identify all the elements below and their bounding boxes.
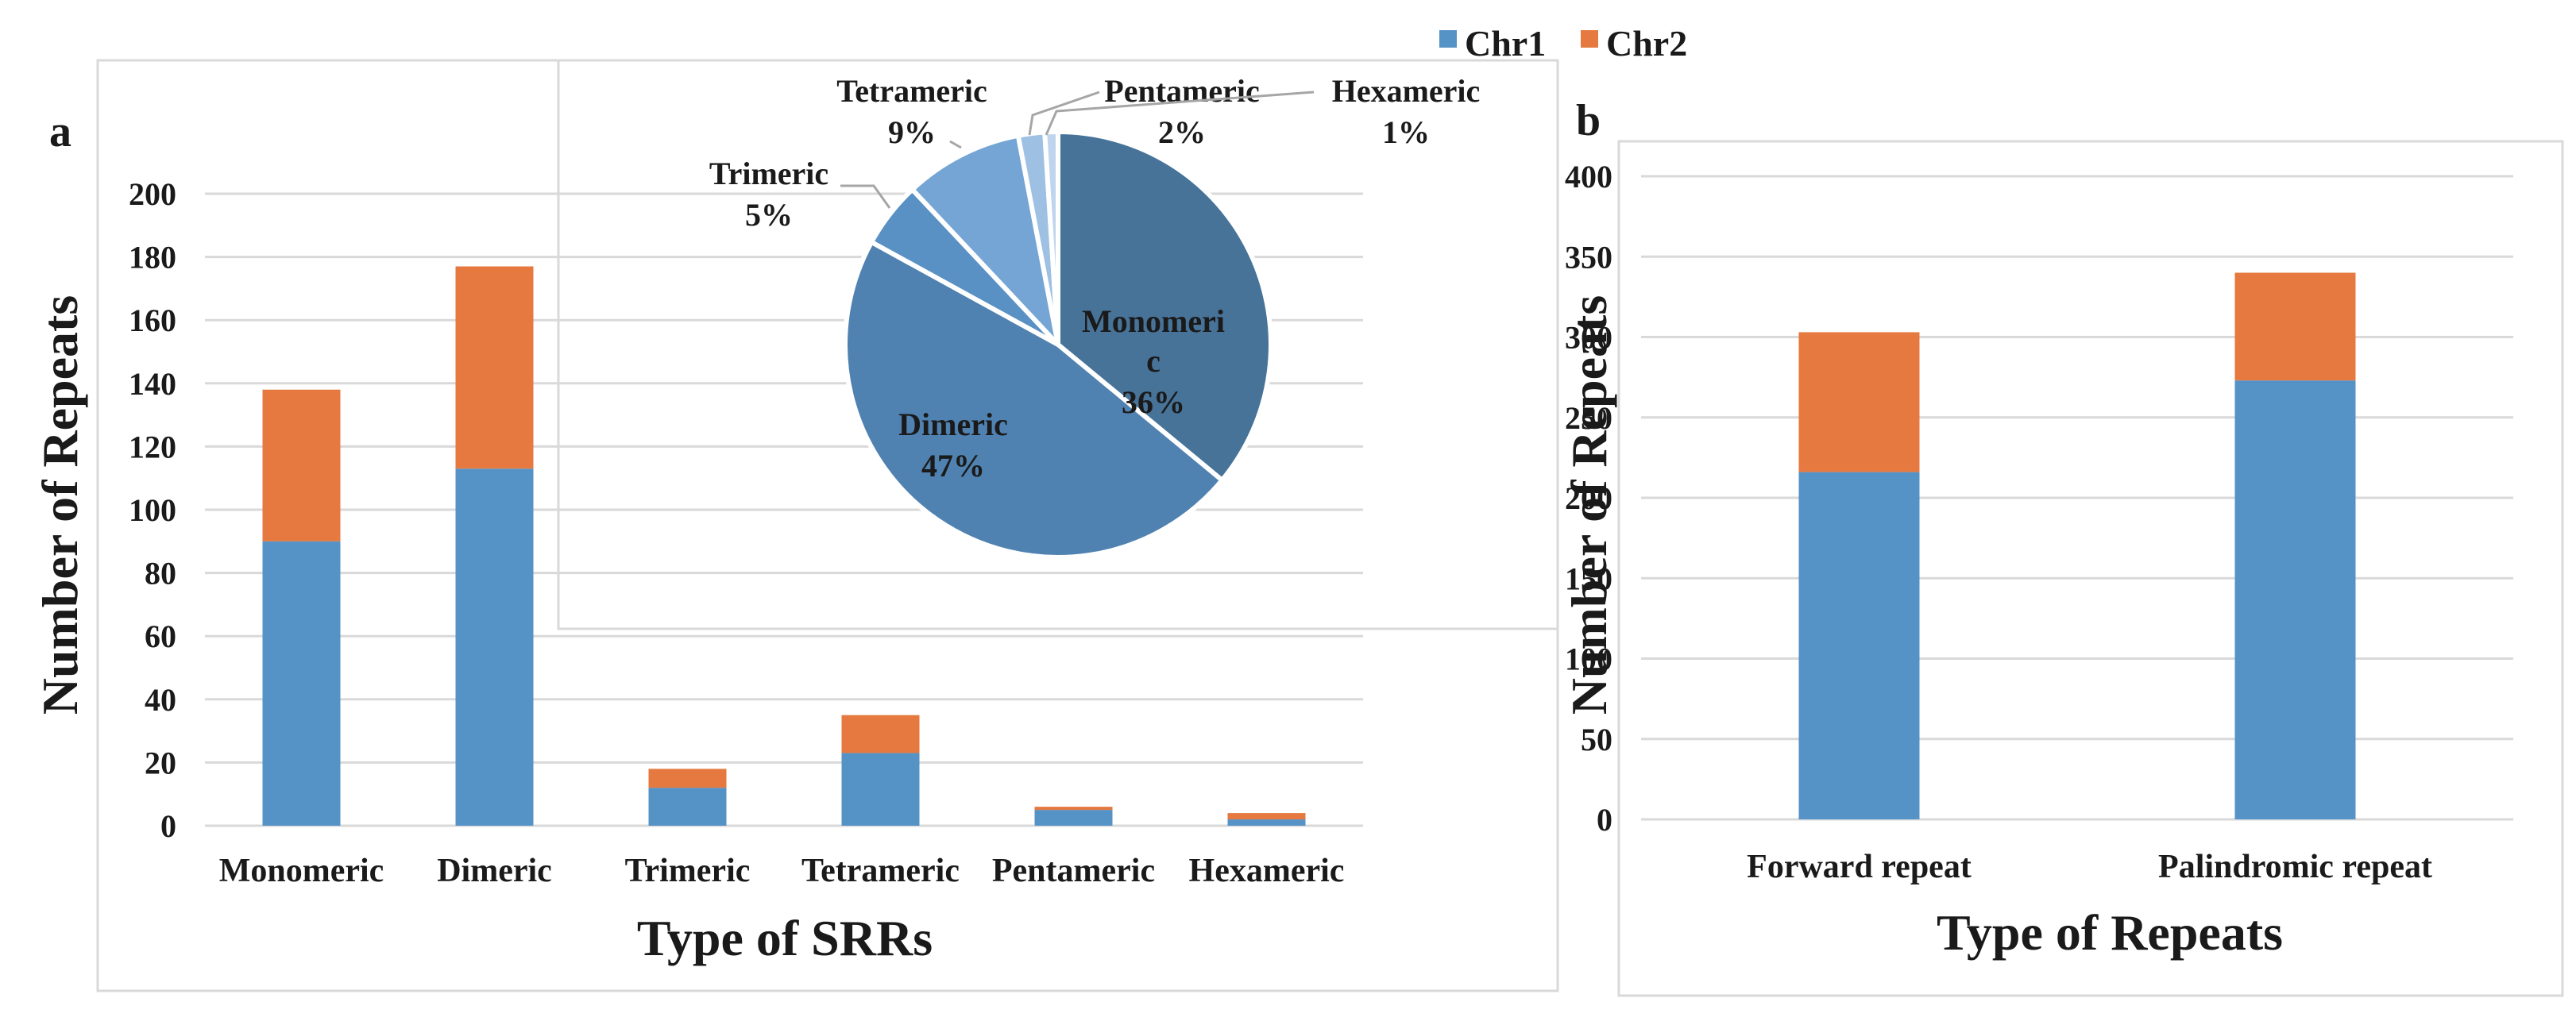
a-bar-tetrameric-chr1	[841, 753, 920, 826]
panel-a-x-axis-title: Type of SRRs	[637, 910, 933, 966]
a-y-tick-label: 180	[129, 240, 176, 276]
panel-a-letter: a	[49, 107, 71, 156]
pie-labels: Monomeri c 36% Dimeric 47% Trimeric 5% T…	[709, 73, 1480, 484]
b-y-tick-label: 100	[1565, 642, 1612, 677]
a-bar-monomeric-chr1	[262, 541, 341, 826]
a-y-tick-label: 120	[129, 429, 176, 464]
pie-slice-monomeric	[1056, 129, 1273, 483]
pie-label-pentameric: Pentameric	[1104, 73, 1259, 109]
legend-swatch-chr1	[1439, 30, 1457, 48]
pie-label-tetrameric: Tetrameric	[836, 73, 987, 109]
pie-slice-dimeric	[842, 239, 1225, 560]
panel-b-frame	[1617, 140, 2564, 997]
pie-leader-trimeric	[840, 184, 891, 209]
a-y-tick-label: 140	[129, 366, 176, 402]
panel-a-bars	[262, 266, 1306, 826]
panel-a-y-ticks: 0 20 40 60 80 100 120 140 160 180 200	[129, 176, 176, 844]
pie-label-tetrameric-percent: 9%	[888, 114, 936, 150]
pie-inset-frame	[557, 59, 1559, 630]
b-bar-palindromic-repeat-chr1	[2234, 380, 2356, 819]
pie-label-monomeric-line2: c	[1146, 343, 1161, 379]
pie-label-trimeric: Trimeric	[709, 156, 828, 191]
pie-label-pentameric-percent: 2%	[1158, 114, 1206, 150]
a-y-tick-label: 40	[145, 682, 176, 718]
b-y-tick-label: 0	[1597, 802, 1612, 838]
b-y-tick-label: 150	[1565, 561, 1612, 596]
panel-b-y-axis-title: Number of Repeats	[1561, 295, 1617, 715]
panel-b-bars	[1798, 272, 2356, 819]
a-bar-trimeric-chr2	[648, 769, 727, 788]
a-x-tick-label-dimeric: Dimeric	[437, 853, 552, 889]
a-bar-trimeric-chr1	[648, 788, 727, 826]
pie-label-hexameric-percent: 1%	[1382, 114, 1430, 150]
pie-leader-hexameric	[1045, 91, 1315, 136]
legend-label-chr2: Chr2	[1606, 23, 1687, 64]
b-x-tick-label-palindromic-repeat: Palindromic repeat	[2158, 849, 2432, 885]
panel-a-y-axis-title: Number of Repeats	[32, 295, 88, 715]
pie-label-dimeric: Dimeric	[898, 407, 1008, 442]
b-bar-forward-repeat-chr2	[1798, 332, 1920, 472]
legend-label-chr1: Chr1	[1465, 23, 1546, 64]
b-y-tick-label: 200	[1565, 480, 1612, 516]
a-bar-pentameric-chr2	[1034, 807, 1113, 811]
b-x-tick-label-forward-repeat: Forward repeat	[1747, 849, 1972, 885]
pie-label-monomeric-line1: Monomeri	[1082, 303, 1225, 339]
pie-label-monomeric-percent: 36%	[1122, 384, 1185, 420]
a-x-tick-label-tetrameric: Tetrameric	[801, 853, 960, 889]
a-bar-tetrameric-chr2	[841, 715, 920, 753]
pie-slice-hexameric	[1042, 129, 1060, 347]
panel-b-letter: b	[1576, 96, 1601, 145]
a-y-tick-label: 80	[145, 556, 176, 591]
a-y-tick-label: 20	[145, 745, 176, 780]
pie-label-dimeric-percent: 47%	[921, 448, 985, 484]
b-y-tick-label: 250	[1565, 400, 1612, 436]
panel-a-x-ticks: Monomeric Dimeric Trimeric Tetrameric Pentam…	[219, 853, 1345, 889]
a-y-tick-label: 160	[129, 302, 176, 338]
panel-b: b 0 50 100 150 200 250 300 350 400 Forward repea…	[1561, 96, 2564, 997]
a-bar-pentameric-chr1	[1034, 810, 1113, 826]
legend: Chr1 Chr2	[1439, 23, 1687, 64]
pie-label-hexameric: Hexameric	[1332, 73, 1481, 109]
a-y-tick-label: 60	[145, 618, 176, 654]
a-y-tick-label: 200	[129, 176, 176, 212]
pie-leader-pentameric	[1028, 91, 1100, 136]
b-bar-forward-repeat-chr1	[1798, 472, 1920, 819]
legend-swatch-chr2	[1581, 30, 1598, 48]
panel-b-y-ticks: 0 50 100 150 200 250 300 350 400	[1565, 159, 1612, 838]
b-bar-palindromic-repeat-chr2	[2234, 272, 2356, 381]
a-x-tick-label-trimeric: Trimeric	[625, 853, 751, 889]
a-bar-hexameric-chr1	[1227, 819, 1306, 826]
a-bar-monomeric-chr2	[262, 389, 341, 541]
a-x-tick-label-hexameric: Hexameric	[1189, 853, 1345, 889]
a-x-tick-label-pentameric: Pentameric	[992, 853, 1155, 889]
b-y-tick-label: 400	[1565, 159, 1612, 195]
panel-b-x-axis-title: Type of Repeats	[1937, 904, 2283, 961]
panel-b-gridlines	[1641, 175, 2513, 821]
pie-label-trimeric-percent: 5%	[745, 197, 793, 233]
a-bar-dimeric-chr2	[455, 266, 534, 469]
a-y-tick-label: 100	[129, 492, 176, 528]
pie-leader-tetrameric	[949, 140, 962, 149]
a-y-tick-label: 0	[160, 808, 176, 844]
a-bar-hexameric-chr2	[1227, 813, 1306, 820]
pie-slice-tetrameric	[910, 133, 1060, 347]
pie-chart	[842, 129, 1273, 560]
b-y-tick-label: 300	[1565, 320, 1612, 356]
panel-b-x-ticks: Forward repeat Palindromic repeat	[1747, 849, 2432, 885]
b-y-tick-label: 350	[1565, 239, 1612, 275]
a-bar-dimeric-chr1	[455, 468, 534, 826]
a-x-tick-label-monomeric: Monomeric	[219, 853, 384, 889]
b-y-tick-label: 50	[1581, 722, 1612, 757]
